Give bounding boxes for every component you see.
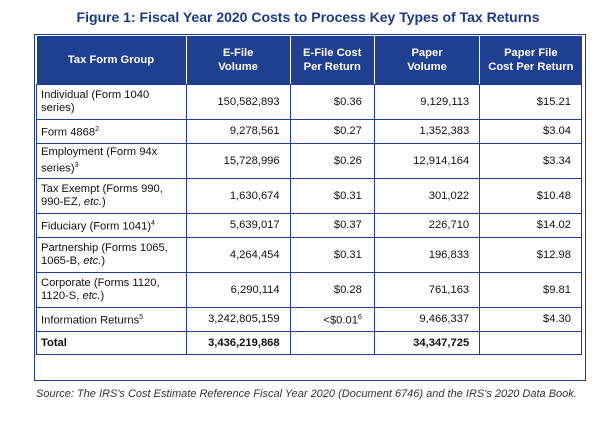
cell-paper-volume: 9,129,113 [373,84,481,120]
table-row: Employment (Form 94x series)3 15,728,996 $… [36,143,582,179]
cell-efile-volume: 3,242,805,159 [185,307,291,332]
cell-tax-form-group: Corporate (Forms 1120, 1120-S, etc.) [36,272,187,308]
cell-paper-cost: $9.81 [479,272,582,308]
cell-efile-cost: $0.36 [289,84,375,120]
tax-costs-table: Tax Form Group E-File Volume E-File Cost P… [36,36,582,355]
cell-paper-cost: $4.30 [479,307,582,332]
header-paper-volume: Paper Volume [374,36,481,85]
cell-efile-volume: 1,630,674 [185,178,291,214]
table-row: Individual (Form 1040 series) 150,582,893… [36,84,582,120]
cell-tax-form-group: Individual (Form 1040 series) [36,84,187,120]
source-note: Source: The IRS's Cost Estimate Referenc… [36,388,577,400]
table-row: Partnership (Forms 1065, 1065-B, etc.) 4,… [36,237,582,273]
footnote-marker: 4 [151,220,155,228]
table-row: Information Returns5 3,242,805,159 <$0.016… [36,307,582,332]
header-paper-cost: Paper File Cost Per Return [479,36,582,85]
figure-title: Figure 1: Fiscal Year 2020 Costs to Proc… [76,9,540,25]
cell-efile-volume: 4,264,454 [185,237,291,273]
cell-tax-form-group: Partnership (Forms 1065, 1065-B, etc.) [36,237,187,273]
total-efile-volume: 3,436,219,868 [185,331,291,355]
cell-paper-cost: $3.04 [479,119,582,144]
total-paper-volume: 34,347,725 [373,331,481,355]
cell-efile-cost: $0.37 [289,213,375,238]
cell-paper-cost: $3.34 [479,143,582,179]
cell-paper-volume: 9,466,337 [373,307,481,332]
cell-efile-volume: 150,582,893 [185,84,291,120]
cell-tax-form-group: Fiduciary (Form 1041)4 [36,213,187,238]
header-tax-form-group: Tax Form Group [36,36,187,85]
table-row: Tax Exempt (Forms 990, 990-EZ, etc.) 1,63… [36,178,582,214]
cell-tax-form-group: Information Returns5 [36,307,187,332]
footnote-marker: 6 [357,314,362,322]
cell-efile-volume: 5,639,017 [185,213,291,238]
cell-efile-cost: $0.31 [289,237,375,273]
cell-paper-volume: 761,163 [373,272,481,308]
footnote-marker: 2 [95,126,100,134]
cell-paper-volume: 301,022 [373,178,481,214]
total-row: Total 3,436,219,868 34,347,725 [36,331,582,355]
table-row: Fiduciary (Form 1041)4 5,639,017 $0.37 226,… [36,213,582,238]
footnote-marker: 5 [139,314,144,322]
cell-paper-cost: $10.48 [479,178,582,214]
cell-paper-volume: 1,352,383 [373,119,481,144]
cell-tax-form-group: Employment (Form 94x series)3 [36,143,187,179]
header-efile-volume: E-File Volume [186,36,291,85]
table-row: Corporate (Forms 1120, 1120-S, etc.) 6,29… [36,272,582,308]
cell-tax-form-group: Form 48682 [36,119,187,144]
cell-efile-cost: $0.31 [289,178,375,214]
header-efile-cost: E-File Cost Per Return [290,36,375,85]
table-row: Form 48682 9,278,561 $0.27 1,352,383 $3.04 [36,119,582,144]
cell-efile-volume: 9,278,561 [185,119,291,144]
cell-paper-cost: $15.21 [479,84,582,120]
cell-paper-cost: $12.98 [479,237,582,273]
total-paper-cost-empty [479,331,582,355]
header-row: Tax Form Group E-File Volume E-File Cost P… [36,36,582,85]
cell-paper-volume: 226,710 [373,213,481,238]
cell-efile-cost: $0.28 [289,272,375,308]
cell-efile-cost: $0.26 [289,143,375,179]
cell-paper-cost: $14.02 [479,213,582,238]
cell-efile-volume: 6,290,114 [185,272,291,308]
cell-tax-form-group: Tax Exempt (Forms 990, 990-EZ, etc.) [36,178,187,214]
cell-efile-cost: <$0.016 [289,307,375,332]
total-label: Total [36,331,187,355]
cell-paper-volume: 12,914,164 [373,143,481,179]
cell-efile-cost: $0.27 [289,119,375,144]
cell-paper-volume: 196,833 [373,237,481,273]
total-efile-cost-empty [289,331,375,355]
footnote-marker: 3 [74,162,79,170]
cell-efile-volume: 15,728,996 [185,143,291,179]
